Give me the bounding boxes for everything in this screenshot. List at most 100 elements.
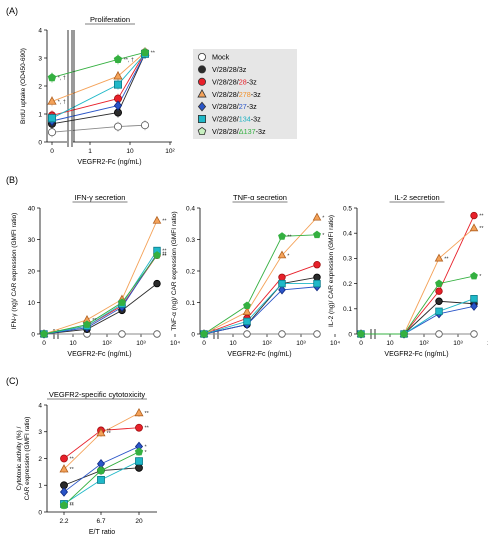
series-line-c134 <box>203 283 317 335</box>
significance-label: *, † <box>58 76 66 82</box>
data-point-d137 <box>200 329 208 338</box>
data-point-d137 <box>278 232 286 240</box>
legend-marker <box>197 77 206 86</box>
x-tick-label: 0 <box>42 340 46 347</box>
data-point-c134 <box>114 80 123 89</box>
series-line-c27 <box>43 253 158 335</box>
data-point-mock <box>153 330 161 338</box>
data-point-c27 <box>59 487 69 497</box>
x-tick-label: 10² <box>262 340 272 347</box>
significance-label: ** <box>70 503 75 509</box>
y-tick-label: 4 <box>38 27 42 34</box>
data-point-d137 <box>400 329 408 338</box>
series-line-d137 <box>203 234 318 335</box>
x-tick-label: 0 <box>202 340 206 347</box>
x-tick-label: 10 <box>229 340 237 347</box>
y-axis-label: IL-2 (ng)/ CAR expression (GMFI ratio) <box>328 215 335 327</box>
data-point-c27 <box>470 301 478 311</box>
significance-label: **, † <box>124 57 134 63</box>
chart-title: IFN-γ secretion <box>75 193 126 202</box>
legend-marker <box>197 89 207 98</box>
series-line-c27 <box>203 286 318 335</box>
data-point-mock <box>243 330 251 338</box>
significance-label: ** <box>92 318 97 324</box>
axis-break-gap <box>67 140 73 144</box>
x-tick-label: 10⁴ <box>487 340 488 347</box>
data-point-c278 <box>59 464 69 473</box>
data-point-z3 <box>135 463 143 472</box>
legend-label: V/28/28/28-3z <box>212 77 257 86</box>
significance-label: * <box>479 274 482 280</box>
data-point-c28 <box>278 273 286 281</box>
data-point-d137 <box>113 54 123 63</box>
y-tick-label: 3 <box>38 429 42 436</box>
series-line-d137 <box>43 254 158 335</box>
data-point-c278 <box>47 96 57 105</box>
legend-marker <box>197 65 206 74</box>
data-point-c134 <box>135 457 143 466</box>
y-axis-label: Cytotoxic activity (%) /CAR expression (… <box>16 417 31 501</box>
legend-label: V/28/28/278-3z <box>212 90 261 99</box>
y-tick-label: 0.3 <box>186 237 195 244</box>
y-axis-label: BrdU uptake (OD450-690) <box>20 48 27 124</box>
significance-label: * <box>322 215 325 221</box>
data-point-c134 <box>48 114 57 123</box>
data-point-c278 <box>312 212 322 221</box>
data-point-c278 <box>277 250 287 259</box>
series-line-mock <box>51 124 146 133</box>
x-tick-label: 10 <box>69 340 77 347</box>
significance-label: ** <box>162 252 167 258</box>
x-axis-label: VEGFR2-Fc (ng/mL) <box>77 159 141 166</box>
data-point-d137 <box>59 500 69 509</box>
x-tick-label: 10³ <box>136 340 146 347</box>
significance-label: ** <box>479 214 484 220</box>
chart-title: TNF-α secretion <box>233 193 287 202</box>
x-axis-label: VEGFR2-Fc (ng/mL) <box>67 351 131 358</box>
significance-label: ** <box>162 253 167 259</box>
x-tick-label: 20 <box>135 518 143 525</box>
x-tick-label: 6.7 <box>96 518 105 525</box>
data-point-d137 <box>47 73 57 82</box>
data-point-d137 <box>153 251 161 259</box>
x-axis-label: E/T ratio <box>89 529 115 536</box>
y-tick-label: 40 <box>28 205 36 212</box>
chart-title: IL-2 secretion <box>394 193 439 202</box>
data-point-d137 <box>140 47 150 56</box>
x-tick-label: 1 <box>88 148 92 155</box>
significance-label: * <box>145 444 148 450</box>
data-point-mock <box>48 128 57 137</box>
legend-marker <box>197 53 206 62</box>
legend-label: Mock <box>212 53 230 62</box>
x-tick-label: 0 <box>359 340 363 347</box>
x-tick-label: 2.2 <box>59 518 68 525</box>
y-tick-label: 1 <box>38 483 42 490</box>
data-point-mock <box>435 330 443 338</box>
data-point-d137 <box>435 279 443 287</box>
significance-label: ** <box>444 256 449 262</box>
data-point-mock <box>140 121 149 130</box>
y-tick-label: 10 <box>28 300 36 307</box>
chart-title: Proliferation <box>90 15 130 24</box>
y-tick-label: 0 <box>38 139 42 146</box>
data-point-mock <box>470 330 478 338</box>
data-point-d137 <box>83 320 91 328</box>
y-tick-label: 0 <box>31 331 35 338</box>
panel-letter-2: (C) <box>6 376 19 386</box>
series-line-d137 <box>361 275 475 335</box>
y-tick-label: 1 <box>38 111 42 118</box>
series-line-c28 <box>361 215 475 335</box>
panel-a-proliferation: 0 1 2 3 4 0 1 10 10² Proliferation VEGFR2-Fc (ng/m… <box>20 15 176 166</box>
y-tick-label: 20 <box>28 268 36 275</box>
y-tick-label: 0 <box>348 331 352 338</box>
data-point-c278 <box>469 223 479 232</box>
significance-label: * <box>322 233 325 239</box>
data-point-c278 <box>113 71 123 80</box>
series-line-c134 <box>51 53 146 119</box>
data-point-d137 <box>96 466 106 475</box>
series-line-c278 <box>203 217 318 335</box>
data-point-d137 <box>357 329 365 338</box>
y-tick-label: 0.2 <box>186 268 195 275</box>
y-axis-label: IFN-γ (ng)/ CAR expression (GMFI ratio) <box>11 213 18 330</box>
data-point-c134 <box>278 279 286 288</box>
